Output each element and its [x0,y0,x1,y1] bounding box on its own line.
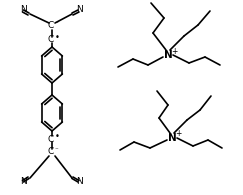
Text: C: C [48,35,54,44]
Text: N: N [164,50,172,60]
Text: C: C [48,147,54,157]
Text: N: N [76,177,82,186]
Text: •: • [55,132,60,141]
Text: C: C [48,135,54,144]
Text: N: N [76,5,82,14]
Text: N: N [20,177,26,186]
Text: C: C [48,21,54,30]
Text: N: N [168,133,176,143]
Text: +: + [171,46,177,56]
Text: •: • [55,33,60,42]
Text: N: N [20,5,26,14]
Text: ⁻: ⁻ [55,21,58,27]
Text: +: + [175,129,181,138]
Text: ⁻: ⁻ [55,147,58,153]
